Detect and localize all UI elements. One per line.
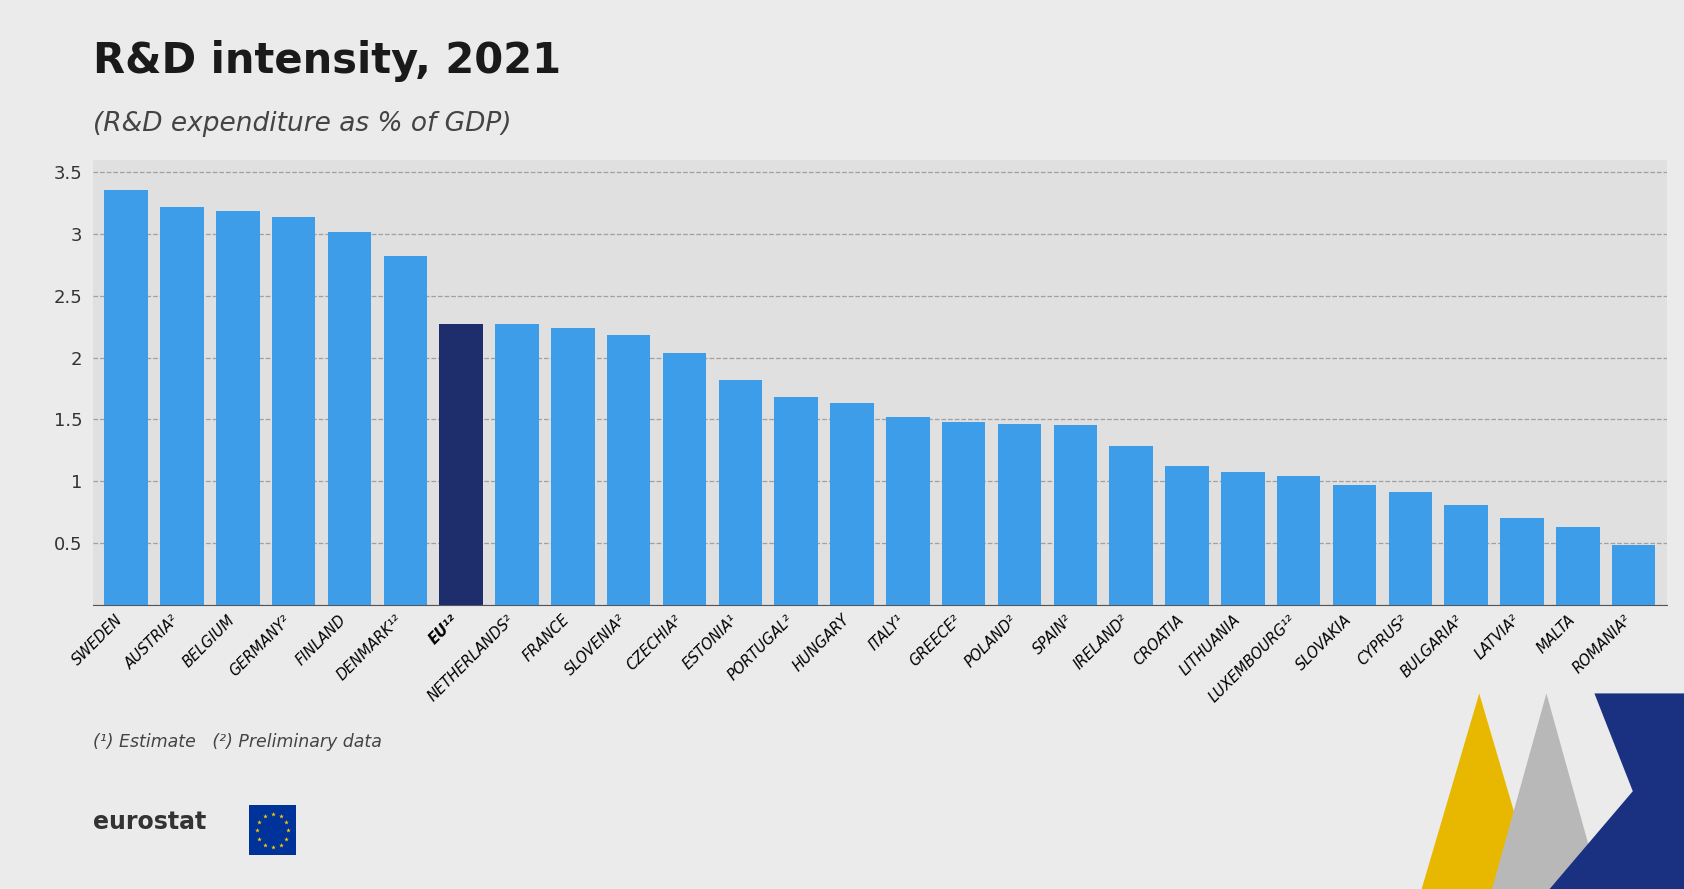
Bar bbox=[328, 232, 370, 605]
Bar bbox=[1165, 466, 1209, 605]
Bar bbox=[271, 217, 315, 605]
Bar bbox=[997, 424, 1041, 605]
Text: (R&D expenditure as % of GDP): (R&D expenditure as % of GDP) bbox=[93, 111, 512, 137]
Bar bbox=[606, 335, 650, 605]
Bar bbox=[719, 380, 763, 605]
Polygon shape bbox=[1421, 693, 1537, 889]
Bar bbox=[1445, 504, 1489, 605]
Bar bbox=[886, 417, 930, 605]
Bar bbox=[1332, 485, 1376, 605]
Bar bbox=[1054, 426, 1096, 605]
FancyBboxPatch shape bbox=[249, 805, 296, 855]
Bar bbox=[1221, 472, 1265, 605]
Bar bbox=[1389, 493, 1431, 605]
Bar bbox=[663, 353, 706, 605]
Bar bbox=[495, 324, 539, 605]
Bar bbox=[384, 256, 428, 605]
Text: (¹) Estimate   (²) Preliminary data: (¹) Estimate (²) Preliminary data bbox=[93, 733, 382, 751]
Bar bbox=[440, 324, 483, 605]
Bar bbox=[941, 421, 985, 605]
Bar bbox=[830, 404, 874, 605]
Bar bbox=[1276, 477, 1320, 605]
Bar bbox=[1612, 545, 1655, 605]
Polygon shape bbox=[1549, 693, 1684, 889]
Polygon shape bbox=[1492, 693, 1601, 889]
Bar bbox=[1110, 446, 1154, 605]
Text: eurostat: eurostat bbox=[93, 811, 205, 834]
Bar bbox=[216, 211, 259, 605]
Bar bbox=[551, 328, 594, 605]
Bar bbox=[104, 189, 148, 605]
Bar bbox=[1556, 526, 1600, 605]
Text: R&D intensity, 2021: R&D intensity, 2021 bbox=[93, 40, 561, 82]
Bar bbox=[160, 207, 204, 605]
Bar bbox=[1500, 518, 1544, 605]
Bar bbox=[775, 397, 818, 605]
